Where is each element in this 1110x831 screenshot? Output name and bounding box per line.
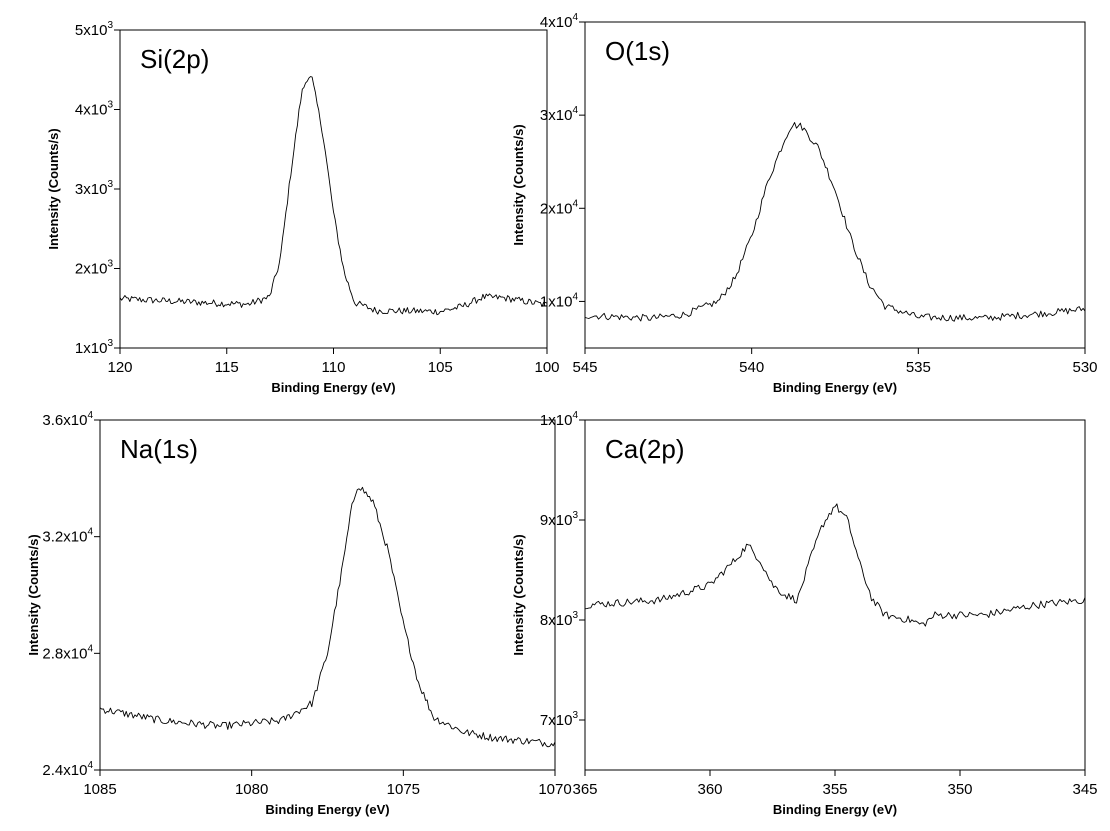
y-tick-label: 8x103 (540, 610, 579, 629)
spectrum-line (119, 76, 548, 316)
panel-o1s: 545 540 535 530 1x104 2x104 3x104 4x104 Binding … (511, 12, 1098, 395)
y-tick-label: 1x103 (75, 338, 114, 357)
spectrum-line (584, 122, 1086, 322)
x-axis-title: Binding Energy (eV) (773, 802, 897, 817)
x-tick-label: 115 (215, 359, 239, 376)
y-tick-label: 1x104 (540, 410, 579, 429)
x-tick-label: 545 (572, 359, 597, 376)
x-tick-label: 1075 (387, 781, 420, 798)
y-tick-label: 3.6x104 (42, 410, 93, 429)
y-tick-label: 3.2x104 (42, 527, 93, 546)
y-tick-label: 1x104 (540, 291, 579, 310)
x-tick-label: 365 (572, 781, 597, 798)
y-tick-label: 4x103 (75, 100, 114, 119)
x-tick-label: 110 (322, 359, 346, 376)
x-axis-title: Binding Energy (eV) (265, 802, 389, 817)
y-tick-label: 5x103 (75, 20, 114, 39)
plot-frame (584, 21, 1086, 349)
panel-title: Na(1s) (120, 434, 198, 464)
y-axis-title: Intensity (Counts/s) (26, 534, 41, 655)
x-axis-title: Binding Energy (eV) (271, 380, 395, 395)
y-axis-title: Intensity (Counts/s) (511, 534, 526, 655)
y-axis-title: Intensity (Counts/s) (46, 128, 61, 249)
panel-na1s: 1085 1080 1075 1070 2.4x104 2.8x104 3.2x104 3.6… (26, 410, 572, 817)
x-axis-title: Binding Energy (eV) (773, 380, 897, 395)
y-tick-label: 2.4x104 (42, 760, 93, 779)
y-tick-label: 3x104 (540, 105, 579, 124)
x-tick-label: 350 (947, 781, 972, 798)
panel-title: Ca(2p) (605, 434, 684, 464)
x-tick-label: 355 (822, 781, 847, 798)
x-tick-label: 105 (428, 359, 453, 376)
panel-title: O(1s) (605, 36, 670, 66)
y-tick-label: 7x103 (540, 710, 579, 729)
y-tick-label: 4x104 (540, 12, 579, 31)
x-tick-label: 345 (1072, 781, 1097, 798)
x-tick-label: 360 (697, 781, 722, 798)
y-tick-label: 2.8x104 (42, 643, 93, 662)
plot-frame (99, 419, 556, 771)
x-tick-label: 1080 (235, 781, 268, 798)
x-tick-label: 120 (107, 359, 132, 376)
x-tick-label: 1085 (83, 781, 116, 798)
x-tick-label: 535 (906, 359, 931, 376)
panel-ca2p: 365 360 355 350 345 7x103 8x103 9x103 1x104 Bindi… (511, 410, 1098, 817)
plot-frame (119, 29, 548, 349)
panel-si2p: 120 115 110 105 100 1x103 2x103 3x103 4x103 5x103… (46, 20, 560, 395)
plot-frame (584, 419, 1086, 771)
panel-title: Si(2p) (140, 44, 209, 74)
y-tick-label: 9x103 (540, 510, 579, 529)
x-tick-label: 540 (739, 359, 764, 376)
y-tick-label: 2x104 (540, 198, 579, 217)
y-tick-label: 3x103 (75, 179, 114, 198)
spectrum-line (99, 486, 556, 748)
y-axis-title: Intensity (Counts/s) (511, 124, 526, 245)
y-tick-label: 2x103 (75, 259, 114, 278)
x-tick-label: 530 (1072, 359, 1097, 376)
x-tick-label: 100 (534, 359, 559, 376)
spectrum-line (584, 503, 1086, 627)
x-tick-label: 1070 (538, 781, 571, 798)
